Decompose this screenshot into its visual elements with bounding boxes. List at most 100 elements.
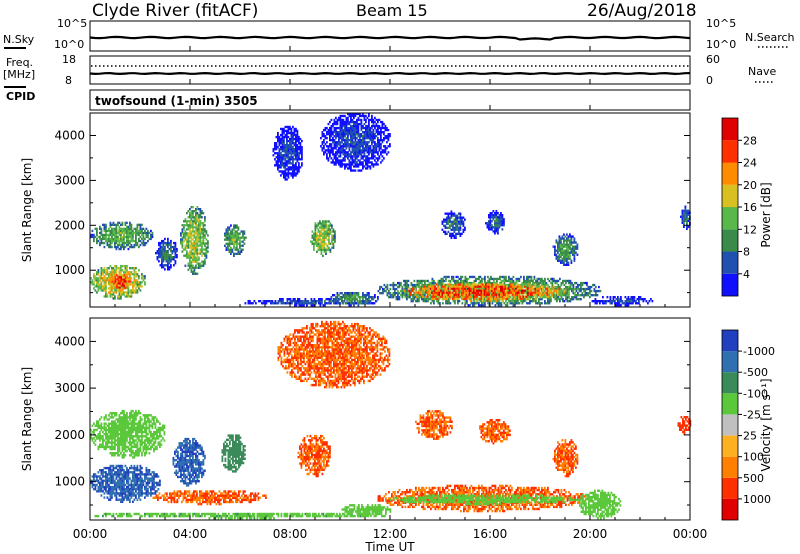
heatmap-cell bbox=[193, 246, 196, 249]
heatmap-cell bbox=[120, 278, 123, 281]
heatmap-cell bbox=[198, 228, 200, 231]
heatmap-cell bbox=[394, 289, 396, 293]
heatmap-cell bbox=[564, 251, 567, 254]
heatmap-cell bbox=[286, 139, 288, 143]
heatmap-cell bbox=[407, 291, 409, 294]
heatmap-cell bbox=[362, 141, 364, 144]
heatmap-cell bbox=[440, 289, 442, 292]
heatmap-cell bbox=[132, 281, 134, 284]
heatmap-cell bbox=[231, 248, 234, 251]
heatmap-cell bbox=[424, 281, 426, 285]
heatmap-cell bbox=[440, 283, 443, 287]
heatmap-cell bbox=[354, 161, 357, 164]
heatmap-cell bbox=[351, 294, 354, 297]
heatmap-cell bbox=[499, 292, 501, 295]
heatmap-cell bbox=[205, 254, 208, 257]
heatmap-cell bbox=[338, 298, 340, 301]
heatmap-cell bbox=[451, 275, 453, 279]
heatmap-cell bbox=[342, 149, 345, 152]
heatmap-cell bbox=[357, 143, 360, 146]
heatmap-cell bbox=[455, 285, 457, 288]
heatmap-cell bbox=[543, 285, 546, 288]
heatmap-cell bbox=[162, 252, 165, 255]
heatmap-cell bbox=[123, 293, 125, 296]
heatmap-cell bbox=[493, 283, 495, 287]
heatmap-cell bbox=[530, 279, 533, 283]
heatmap-cell bbox=[392, 292, 395, 295]
heatmap-cell bbox=[111, 241, 113, 245]
heatmap-cell bbox=[341, 137, 343, 140]
heatmap-cell bbox=[357, 128, 360, 132]
heatmap-cell bbox=[345, 137, 348, 140]
heatmap-cell bbox=[334, 230, 336, 233]
heatmap-cell bbox=[366, 292, 369, 295]
heatmap-cell bbox=[331, 242, 333, 245]
heatmap-cell bbox=[244, 302, 247, 305]
heatmap-cell bbox=[192, 254, 194, 257]
heatmap-cell bbox=[289, 298, 292, 301]
heatmap-cell bbox=[359, 143, 361, 146]
heatmap-cell bbox=[204, 230, 206, 233]
heatmap-cell bbox=[494, 299, 496, 302]
heatmap-cell bbox=[225, 232, 228, 235]
heatmap-cell bbox=[378, 143, 381, 146]
heatmap-cell bbox=[299, 152, 302, 155]
heatmap-cell bbox=[167, 239, 169, 243]
heatmap-cell bbox=[287, 127, 290, 131]
heatmap-cell bbox=[118, 295, 121, 298]
heatmap-cell bbox=[482, 304, 485, 307]
heatmap-cell bbox=[128, 280, 130, 283]
heatmap-cell bbox=[318, 302, 320, 305]
heatmap-cell bbox=[527, 283, 530, 287]
heatmap-cell bbox=[100, 233, 103, 237]
heatmap-cell bbox=[531, 293, 534, 296]
heatmap-cell bbox=[287, 172, 290, 175]
heatmap-cell bbox=[479, 297, 481, 300]
heatmap-cell bbox=[357, 304, 360, 307]
heatmap-cell bbox=[495, 228, 498, 231]
heatmap-cell bbox=[388, 296, 390, 299]
heatmap-cell bbox=[519, 297, 522, 300]
heatmap-cell bbox=[292, 133, 294, 137]
heatmap-cell bbox=[236, 242, 238, 245]
heatmap-cell bbox=[470, 299, 472, 302]
heatmap-cell bbox=[533, 275, 536, 279]
heatmap-cell bbox=[351, 296, 354, 299]
heatmap-cell bbox=[119, 284, 121, 287]
heatmap-cell bbox=[524, 295, 526, 298]
heatmap-cell bbox=[90, 281, 92, 284]
heatmap-cell bbox=[525, 283, 528, 286]
heatmap-cell bbox=[106, 267, 109, 270]
heatmap-cell bbox=[326, 224, 329, 227]
heatmap-cell bbox=[281, 137, 284, 141]
heatmap-cell bbox=[456, 285, 459, 288]
heatmap-cell bbox=[129, 229, 131, 233]
heatmap-cell bbox=[300, 304, 302, 307]
heatmap-cell bbox=[133, 283, 136, 286]
heatmap-cell bbox=[492, 299, 495, 302]
heatmap-cell bbox=[273, 302, 275, 305]
heatmap-cell bbox=[144, 281, 146, 284]
heatmap-cell bbox=[439, 279, 441, 283]
heatmap-cell bbox=[227, 242, 229, 245]
heatmap-cell bbox=[227, 236, 229, 239]
heatmap-cell bbox=[335, 157, 337, 160]
heatmap-cell bbox=[494, 224, 496, 227]
heatmap-cell bbox=[360, 120, 363, 124]
heatmap-cell bbox=[566, 294, 569, 297]
heatmap-cell bbox=[381, 126, 384, 130]
heatmap-cell bbox=[593, 287, 596, 291]
heatmap-cell bbox=[356, 292, 358, 295]
heatmap-cell bbox=[326, 153, 328, 156]
heatmap-cell bbox=[290, 152, 293, 155]
heatmap-cell bbox=[198, 230, 200, 233]
heatmap-cell bbox=[118, 269, 121, 272]
heatmap-cell bbox=[293, 148, 296, 151]
heatmap-cell bbox=[310, 298, 313, 301]
heatmap-cell bbox=[281, 146, 284, 149]
heatmap-cell bbox=[375, 122, 378, 126]
heatmap-cell bbox=[171, 252, 174, 255]
heatmap-cell bbox=[339, 124, 342, 128]
heatmap-cell bbox=[204, 216, 206, 219]
heatmap-cell bbox=[323, 139, 325, 142]
